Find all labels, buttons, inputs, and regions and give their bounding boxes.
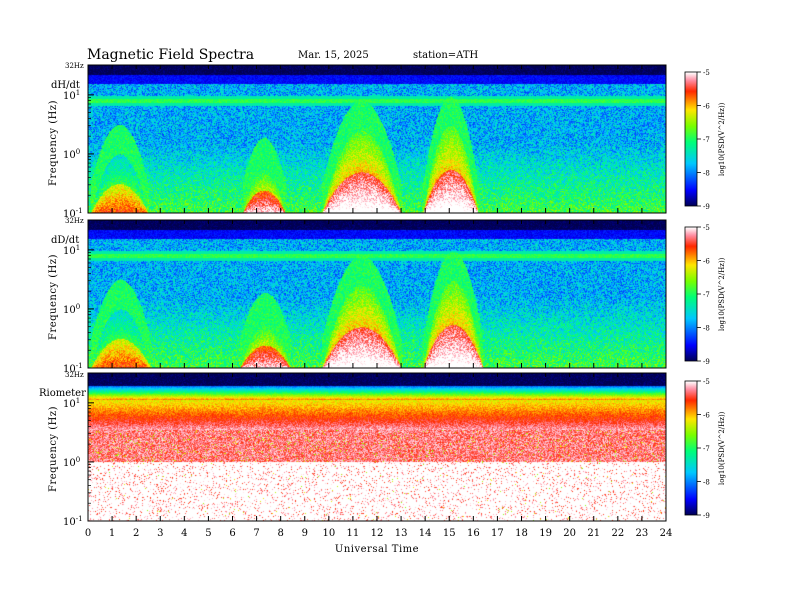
x-tick-label: 15: [443, 528, 456, 539]
x-tick-label: 12: [371, 528, 384, 539]
x-tick-label: 3: [157, 528, 163, 539]
panel-top-label: 32Hz: [65, 217, 84, 225]
colorbar-tick-label: -7: [703, 136, 710, 144]
panel-top-label: 32Hz: [65, 62, 84, 70]
panel-label-riometer: Riometer: [39, 388, 86, 399]
colorbar-tick-label: -8: [703, 325, 710, 333]
chart-date: Mar. 15, 2025: [298, 50, 369, 61]
x-axis-label: Universal Time: [335, 544, 419, 555]
y-tick-label: 100: [63, 456, 80, 469]
colorbar-label: log10(PSD(V^2/Hz)): [718, 411, 726, 485]
x-tick-label: 22: [611, 528, 624, 539]
x-tick-label: 21: [587, 528, 600, 539]
colorbar-tick-label: -6: [703, 103, 710, 111]
x-tick-label: 2: [133, 528, 139, 539]
colorbar-ticks: -5 -6 -7 -8 -9: [697, 69, 710, 211]
colorbar-dh-dt: -5 -6 -7 -8 -9 log10(PSD(V^2/Hz)): [684, 69, 726, 211]
x-tick-label: 11: [347, 528, 360, 539]
colorbar-tick-label: -6: [703, 412, 710, 420]
spectrogram-dd-dt: [88, 220, 666, 368]
colorbar-ticks: -5 -6 -7 -8 -9: [697, 224, 710, 366]
y-axis-label: Frequency (Hz): [48, 100, 59, 186]
x-tick-label: 0: [85, 528, 91, 539]
y-tick-label: 10-1: [63, 515, 83, 528]
spectrogram-riometer: [88, 373, 666, 521]
y-tick-label: 10-1: [63, 362, 83, 375]
colorbar-tick-label: -5: [703, 69, 710, 77]
colorbar-tick-label: -9: [703, 512, 710, 520]
x-ticks-dh-dt: [87, 65, 667, 213]
colorbar-tick-label: -5: [703, 224, 710, 232]
colorbar-tick-label: -8: [703, 170, 710, 178]
x-tick-label: 16: [467, 528, 480, 539]
spectrogram-dh-dt: [88, 65, 666, 213]
y-tick-label: 101: [63, 89, 80, 102]
colorbar-label: log10(PSD(V^2/Hz)): [718, 102, 726, 176]
x-tick-label: 8: [277, 528, 283, 539]
x-tick-label: 17: [491, 528, 504, 539]
colorbar-ticks: -5 -6 -7 -8 -9: [697, 378, 710, 520]
x-tick-label: 24: [660, 528, 673, 539]
y-tick-label: 101: [63, 397, 80, 410]
colorbar-tick-label: -6: [703, 258, 710, 266]
y-axis-label: Frequency (Hz): [48, 254, 59, 340]
x-tick-label: 5: [205, 528, 211, 539]
colorbar-tick-label: -5: [703, 378, 710, 386]
chart-title: Magnetic Field Spectra: [87, 47, 254, 63]
colorbar-tick-label: -9: [703, 203, 710, 211]
colorbar-riometer: -5 -6 -7 -8 -9 log10(PSD(V^2/Hz)): [684, 378, 726, 520]
x-tick-label: 10: [322, 528, 335, 539]
x-tick-label: 23: [636, 528, 649, 539]
x-ticks-dd-dt: [87, 220, 667, 368]
y-tick-label: 100: [63, 148, 80, 161]
x-tick-label: 18: [515, 528, 528, 539]
y-ticks-riometer: 101 100 10-1: [63, 397, 94, 528]
y-tick-label: 10-1: [63, 207, 83, 220]
colorbar-tick-label: -8: [703, 479, 710, 487]
x-tick-label: 19: [539, 528, 552, 539]
colorbar-label: log10(PSD(V^2/Hz)): [718, 257, 726, 331]
x-ticks-riometer: [87, 373, 667, 521]
x-tick-label: 4: [181, 528, 187, 539]
panel-riometer: 32Hz Riometer Frequency (Hz) 101 100 10-1: [39, 371, 667, 528]
x-tick-labels: 0 1 2 3 4 5 6 7 8 9 10 11 12 13 14 15 16 17 18 19 20 21 22 23 24: [85, 528, 673, 539]
colorbar-dd-dt: -5 -6 -7 -8 -9 log10(PSD(V^2/Hz)): [684, 224, 726, 366]
y-ticks-dd-dt: 101 100 10-1: [63, 244, 94, 375]
x-tick-label: 9: [302, 528, 308, 539]
x-tick-label: 14: [419, 528, 432, 539]
colorbar-tick-label: -7: [703, 445, 710, 453]
x-tick-label: 13: [395, 528, 408, 539]
panel-label-dh-dt: dH/dt: [51, 80, 80, 91]
x-tick-label: 1: [109, 528, 115, 539]
panel-dh-dt: 32Hz dH/dt Frequency (Hz) 101 100 10-1: [48, 62, 667, 220]
station-label: station=ATH: [413, 50, 479, 61]
panel-dd-dt: 32Hz dD/dt Frequency (Hz) 101 100 10-1: [48, 217, 667, 375]
panel-top-label: 32Hz: [65, 371, 84, 379]
x-tick-label: 20: [563, 528, 576, 539]
colorbar-tick-label: -7: [703, 291, 710, 299]
colorbar-tick-label: -9: [703, 358, 710, 366]
y-axis-label: Frequency (Hz): [48, 406, 59, 492]
y-tick-label: 101: [63, 244, 80, 257]
x-tick-label: 6: [229, 528, 235, 539]
y-ticks-dh-dt: 101 100 10-1: [63, 89, 94, 220]
x-tick-label: 7: [253, 528, 259, 539]
y-tick-label: 100: [63, 303, 80, 316]
panel-label-dd-dt: dD/dt: [51, 235, 79, 246]
